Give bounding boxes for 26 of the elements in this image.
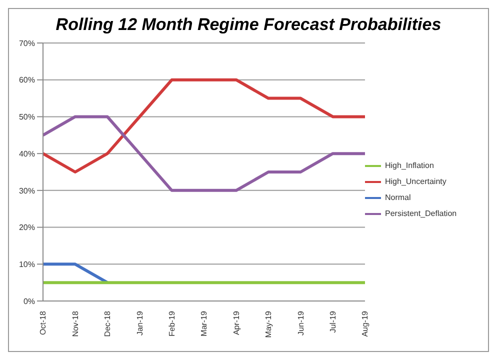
y-tick-label: 50% — [18, 112, 35, 122]
y-tick-label: 20% — [18, 223, 35, 232]
y-tick-label: 70% — [18, 38, 35, 48]
x-tick-label: Apr-19 — [232, 310, 241, 336]
chart-title: Rolling 12 Month Regime Forecast Probabilities — [54, 15, 442, 35]
x-tick-label: Dec-18 — [103, 310, 112, 337]
x-tick-label: Jul-19 — [328, 310, 338, 333]
line-series — [42, 115, 366, 192]
legend-label: High_Uncertainty — [385, 177, 446, 186]
x-tick-label: Feb-19 — [167, 310, 176, 336]
x-tick-label: Jan-19 — [135, 310, 144, 336]
legend-label: Normal — [385, 193, 411, 202]
x-tick-label: May-19 — [264, 310, 274, 338]
y-tick-label: 10% — [18, 260, 35, 269]
y-tick-label: 40% — [18, 149, 35, 158]
x-tick-label: Aug-19 — [360, 310, 370, 337]
line-series — [42, 78, 366, 174]
x-tick-label: Jun-19 — [296, 310, 306, 336]
legend-label: High_Inflation — [385, 160, 434, 170]
y-tick-label: 60% — [18, 76, 35, 85]
legend-label: Persistent_Deflation — [385, 209, 457, 218]
x-tick-label: Nov-18 — [70, 310, 80, 337]
x-tick-label: Mar-19 — [200, 310, 209, 336]
y-tick-label: 30% — [18, 186, 35, 196]
y-tick-label: 0% — [23, 296, 35, 306]
x-tick-label: Oct-18 — [38, 310, 48, 336]
